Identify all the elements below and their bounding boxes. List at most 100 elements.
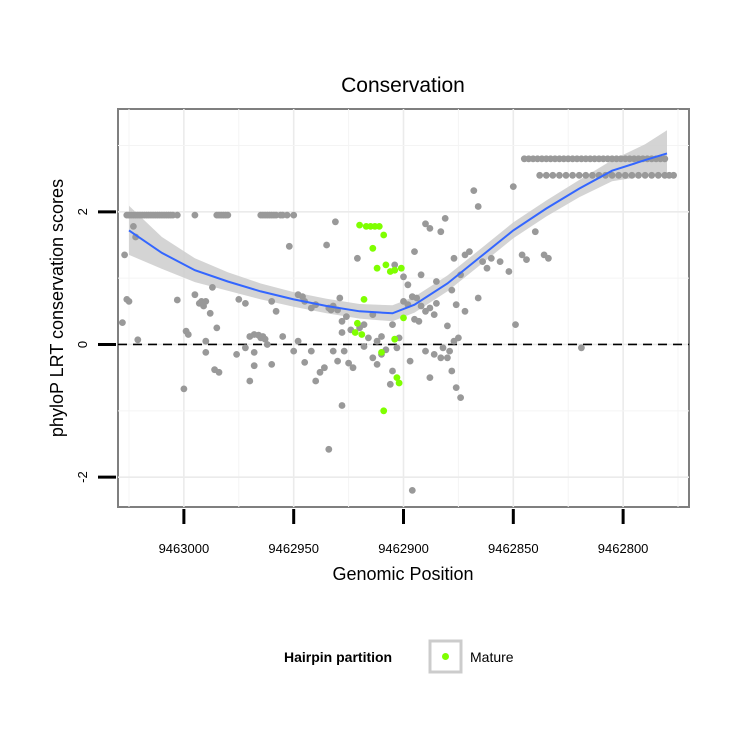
point-other <box>369 354 377 362</box>
point-other <box>621 171 629 179</box>
x-axis-ticks: 9463000 9462950 9462900 9462850 9462800 <box>159 509 649 556</box>
point-other <box>437 354 445 362</box>
point-other <box>354 254 361 262</box>
point-other <box>301 359 309 366</box>
point-other <box>448 286 456 294</box>
legend: Hairpin partition Mature <box>284 639 514 674</box>
point-other <box>268 361 276 368</box>
point-other <box>290 211 298 219</box>
point-other <box>422 347 429 355</box>
point-mature <box>375 223 383 230</box>
point-other <box>466 248 473 256</box>
point-other <box>272 307 280 315</box>
point-other <box>345 359 352 367</box>
point-other <box>457 394 464 401</box>
point-other <box>338 402 346 409</box>
point-other <box>518 251 526 259</box>
point-other <box>404 281 412 289</box>
point-other <box>180 385 188 393</box>
point-other <box>263 341 271 348</box>
point-other <box>615 171 623 179</box>
point-other <box>340 347 348 355</box>
point-other <box>389 321 396 328</box>
point-other <box>235 296 243 303</box>
point-other <box>202 298 210 305</box>
point-other <box>242 344 249 352</box>
point-other <box>496 258 504 265</box>
point-other <box>648 171 656 179</box>
point-other <box>661 155 669 163</box>
point-other <box>246 377 254 385</box>
y-axis-title: phyloP LRT conservation scores <box>47 179 67 437</box>
point-other <box>261 335 269 343</box>
point-other <box>338 329 346 336</box>
point-other <box>332 218 339 226</box>
point-other <box>191 291 199 299</box>
point-other <box>373 337 381 345</box>
point-other <box>393 344 401 352</box>
point-other <box>439 344 447 352</box>
point-other <box>206 309 214 317</box>
point-other <box>430 351 438 358</box>
point-other <box>285 242 293 250</box>
point-mature <box>380 407 388 415</box>
point-other <box>233 351 241 358</box>
point-other <box>450 254 458 262</box>
x-axis-title: Genomic Position <box>332 564 473 584</box>
point-other <box>360 343 368 350</box>
point-other <box>413 294 421 302</box>
point-other <box>202 337 210 345</box>
point-other <box>173 296 181 304</box>
point-other <box>119 319 126 326</box>
point-other <box>441 215 449 222</box>
point-other <box>184 331 192 338</box>
point-other <box>562 171 570 179</box>
point-other <box>312 377 320 385</box>
point-mature <box>391 266 399 274</box>
y-axis-ticks: -2 0 2 <box>75 208 116 483</box>
point-other <box>608 171 616 179</box>
point-other <box>307 347 315 355</box>
x-tick-label: 9463000 <box>159 541 210 556</box>
point-mature <box>351 329 359 336</box>
point-other <box>343 313 350 320</box>
point-mature <box>382 261 390 269</box>
point-other <box>556 171 563 179</box>
point-other <box>411 315 418 323</box>
legend-key-mature <box>442 653 449 660</box>
point-mature <box>369 244 377 252</box>
x-tick-label: 9462950 <box>268 541 319 556</box>
x-tick-label: 9462900 <box>378 541 429 556</box>
point-other <box>173 211 181 219</box>
point-other <box>523 256 530 263</box>
point-other <box>430 311 438 318</box>
point-other <box>391 261 399 269</box>
point-other <box>213 324 221 332</box>
point-other <box>373 361 381 368</box>
point-other <box>224 211 232 219</box>
point-other <box>349 364 357 372</box>
x-tick-label: 9462800 <box>598 541 649 556</box>
point-other <box>290 347 298 355</box>
point-other <box>628 171 636 179</box>
point-other <box>426 225 434 232</box>
point-other <box>360 321 368 328</box>
point-other <box>549 171 557 179</box>
point-other <box>422 220 429 228</box>
point-other <box>452 301 460 309</box>
point-other <box>209 284 216 291</box>
point-other <box>202 349 210 356</box>
point-other <box>483 264 491 272</box>
point-other <box>400 273 407 281</box>
point-mature <box>356 221 363 229</box>
point-other <box>455 334 462 342</box>
point-other <box>268 298 276 305</box>
point-other <box>536 171 544 179</box>
smooth-fit <box>128 152 668 315</box>
point-other <box>452 384 460 391</box>
point-other <box>531 228 539 236</box>
point-other <box>575 171 583 179</box>
legend-title: Hairpin partition <box>284 649 392 665</box>
y-tick-label: 0 <box>75 341 90 348</box>
